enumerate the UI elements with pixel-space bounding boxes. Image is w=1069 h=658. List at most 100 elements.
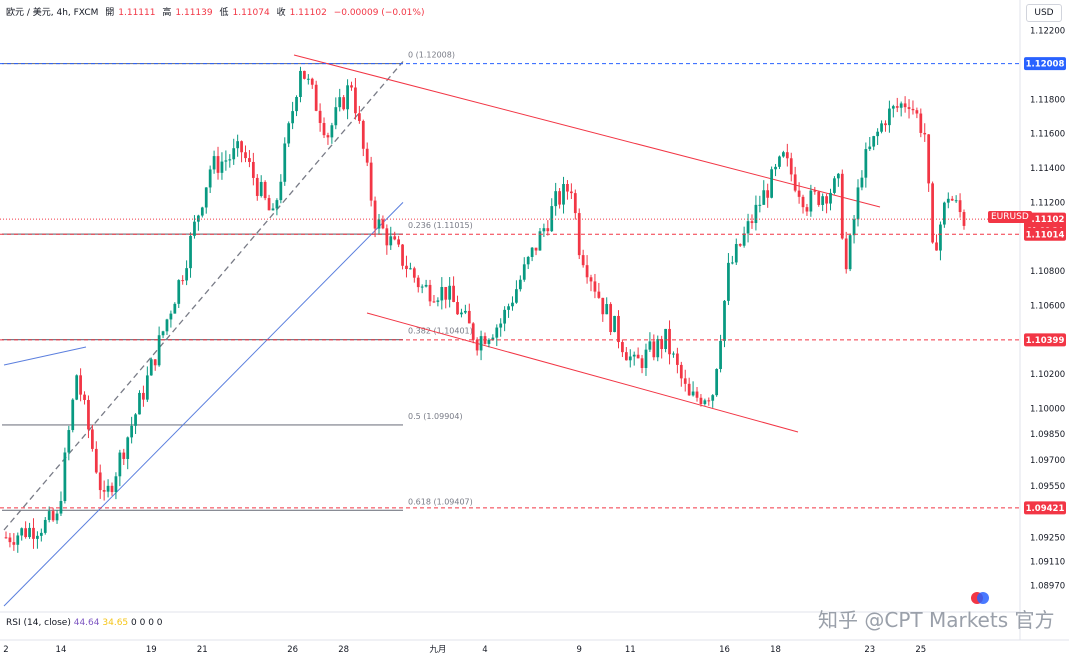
candle-body (142, 392, 145, 400)
candle-body (570, 191, 573, 194)
candle-body (958, 200, 962, 213)
time-tick-label: 4 (482, 645, 487, 655)
candle-body (935, 242, 938, 251)
time-tick-label: 16 (719, 645, 730, 655)
candle-body (840, 173, 844, 239)
candle-body (314, 84, 318, 111)
candle-body (334, 107, 338, 126)
candle-body (844, 238, 848, 270)
price-tick-label: 1.11800 (1030, 95, 1065, 105)
candle-body (648, 341, 652, 350)
candle-body (903, 103, 907, 108)
trend-drawings[interactable] (3, 54, 881, 607)
candle-body (672, 353, 675, 355)
candle-body (220, 161, 224, 173)
candle-body (47, 511, 51, 520)
ticker-tag: EURUSD (988, 211, 1032, 223)
candle-body (189, 235, 192, 269)
candle-body (67, 430, 71, 453)
candle-body (927, 134, 931, 184)
candle-body (271, 208, 275, 211)
candle-body (640, 358, 644, 368)
symbol-name[interactable]: 欧元 / 美元, 4h, FXCM (6, 8, 99, 18)
candle-body (723, 300, 726, 341)
channel-lower-line (366, 312, 799, 433)
candle-body (310, 78, 314, 85)
candle-body (283, 143, 287, 182)
candle-body (173, 303, 177, 314)
candle-body (931, 183, 934, 243)
candle-body (224, 160, 228, 162)
candle-body (836, 173, 840, 179)
candle-body (75, 375, 79, 400)
candle-body (440, 286, 444, 301)
currency-button[interactable]: USD (1026, 4, 1062, 22)
candle-body (487, 339, 491, 344)
candle-body (369, 162, 373, 201)
candle-body (636, 354, 640, 359)
candle-body (197, 215, 200, 222)
low-value: 1.11074 (232, 8, 270, 18)
candle-body (742, 233, 746, 246)
low-label: 低 (219, 8, 229, 18)
candle-body (766, 190, 770, 198)
candle-body (617, 315, 620, 343)
symbol-legend: 欧元 / 美元, 4h, FXCM 開 1.11111 高 1.11139 低 1.1… (6, 5, 424, 18)
candle-body (452, 285, 455, 303)
candle-body (361, 120, 365, 149)
candle-body (263, 181, 267, 199)
time-tick-label: 26 (287, 645, 298, 655)
price-tick-label: 1.09110 (1030, 557, 1065, 567)
time-tick-label: 九月 (429, 645, 446, 655)
candle-body (216, 156, 220, 173)
candle-body (491, 337, 495, 340)
candle-body (856, 187, 860, 220)
candle-body (664, 328, 667, 350)
candle-body (126, 437, 130, 459)
candle-body (581, 255, 585, 266)
candle-body (499, 323, 503, 328)
candle-body (212, 156, 216, 170)
candle-body (884, 123, 887, 126)
candle-body (397, 239, 400, 245)
candle-body (32, 527, 35, 539)
price-axis[interactable]: 1.12200 1.11800 1.11600 1.11400 1.11200 1.108… (1030, 27, 1065, 592)
fibonacci-retracement[interactable]: 0 (1.12008) 0.236 (1.11015) 0.382 (1.10401… (2, 51, 473, 511)
candle-body (919, 113, 923, 133)
candle-body (585, 265, 589, 278)
price-tick-label: 1.11400 (1030, 164, 1065, 174)
candle-body (59, 501, 63, 514)
candle-body (676, 353, 679, 365)
candle-body (668, 328, 671, 355)
candle-body (16, 535, 20, 545)
candle-body (601, 297, 605, 315)
close-label: 收 (276, 8, 286, 18)
candle-body (829, 192, 832, 204)
candle-body (562, 184, 565, 205)
fib-trend-line (3, 61, 404, 531)
candle-body (538, 231, 542, 251)
candle-body (255, 177, 259, 196)
candle-body (801, 196, 805, 208)
candle-body (428, 284, 432, 302)
candle-body (888, 108, 891, 126)
candle-body (738, 244, 742, 246)
price-tick-label: 1.09250 (1030, 533, 1065, 543)
candle-body (522, 264, 526, 280)
rsi-label[interactable]: RSI (14, close) (6, 618, 71, 628)
candle-body (632, 354, 636, 357)
candle-body (71, 399, 75, 431)
time-tick-label: 9 (577, 645, 582, 655)
candle-body (652, 341, 656, 358)
candle-body (915, 110, 919, 114)
candle-body (401, 244, 404, 266)
candle-body (656, 339, 660, 358)
time-tick-label: 28 (338, 645, 349, 655)
candle-body (797, 190, 801, 197)
candle-body (550, 206, 554, 232)
candle-body (295, 97, 298, 112)
candle-body (63, 452, 67, 502)
candle-body (707, 400, 711, 402)
time-axis[interactable]: 2 14 19 21 26 28 九月 4 9 11 16 18 23 25 (3, 645, 926, 655)
